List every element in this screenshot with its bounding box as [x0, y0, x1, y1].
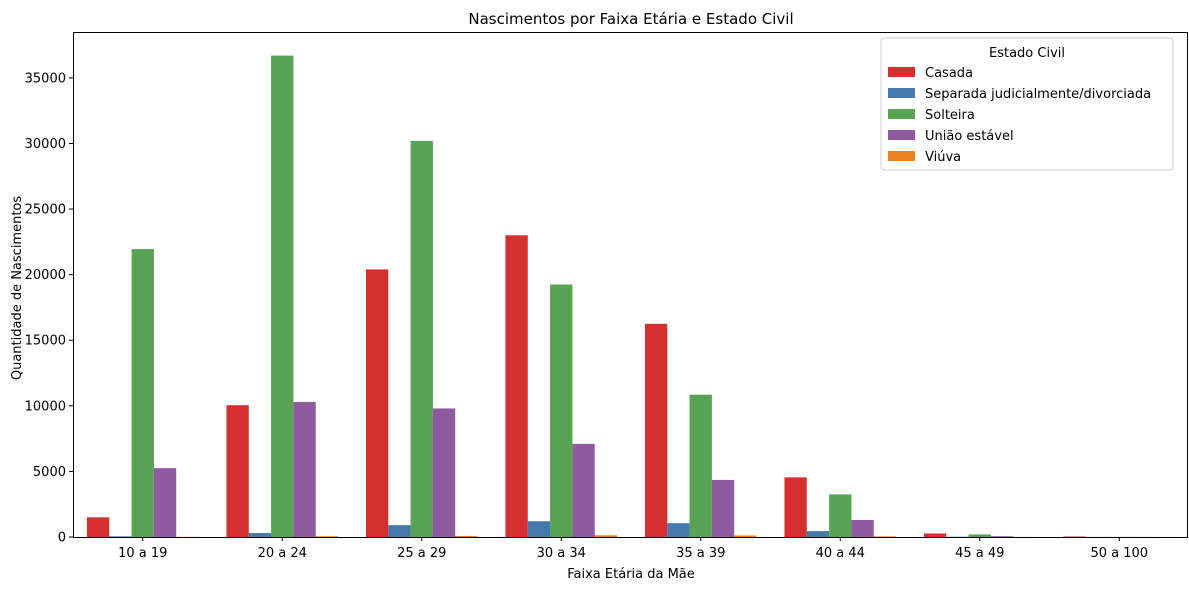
bar-4-3 — [433, 408, 455, 537]
legend-swatch-1 — [888, 67, 915, 77]
y-tick-label-2: 5000 — [33, 465, 66, 480]
x-tick-label-7: 45 a 49 — [955, 546, 1004, 561]
bar-5-6 — [874, 536, 896, 537]
bar-1-6 — [784, 477, 806, 537]
bar-3-4 — [550, 285, 572, 538]
y-tick-label-7: 30000 — [25, 137, 66, 152]
bar-1-1 — [87, 517, 109, 537]
bar-4-1 — [154, 468, 176, 537]
x-tick-label-3: 25 a 29 — [397, 546, 446, 561]
bar-4-2 — [293, 402, 315, 537]
legend-label-1: Casada — [925, 66, 973, 81]
x-tick-label-2: 20 a 24 — [258, 546, 307, 561]
bar-3-3 — [411, 141, 433, 537]
bar-1-5 — [645, 324, 667, 537]
bar-3-2 — [271, 56, 293, 537]
bar-3-5 — [690, 395, 712, 537]
bar-4-6 — [851, 520, 873, 537]
y-axis-label: Quantidade de Nascimentos — [10, 196, 25, 381]
x-tick-label-1: 10 a 19 — [118, 546, 167, 561]
bar-5-5 — [734, 535, 756, 537]
bar-1-8 — [1063, 536, 1085, 537]
legend-label-4: União estável — [925, 129, 1014, 144]
legend-swatch-5 — [888, 151, 915, 161]
bar-1-7 — [924, 533, 946, 537]
bar-3-6 — [829, 494, 851, 537]
x-tick-label-4: 30 a 34 — [537, 546, 586, 561]
bar-3-1 — [132, 249, 154, 537]
x-axis-label: Faixa Etária da Mãe — [567, 567, 695, 582]
bar-2-3 — [388, 525, 410, 537]
y-axis: 0 5000 10000 15000 20000 25000 30000 35000 — [25, 71, 73, 545]
y-tick-label-3: 10000 — [25, 399, 66, 414]
x-tick-label-8: 50 a 100 — [1090, 546, 1148, 561]
legend-swatch-2 — [888, 88, 915, 98]
bar-4-5 — [712, 480, 734, 537]
y-tick-label-8: 35000 — [25, 71, 66, 86]
bar-2-5 — [667, 523, 689, 537]
bar-5-2 — [316, 536, 338, 537]
bar-1-3 — [366, 269, 388, 537]
bar-2-6 — [807, 531, 829, 537]
legend-swatch-3 — [888, 109, 915, 119]
y-tick-label-6: 25000 — [25, 203, 66, 218]
legend-title: Estado Civil — [989, 46, 1065, 61]
x-axis: 10 a 19 20 a 24 25 a 29 30 a 34 35 a 39 40 a … — [118, 537, 1148, 561]
chart-title: Nascimentos por Faixa Etária e Estado Ci… — [468, 10, 793, 28]
bar-1-4 — [505, 235, 527, 537]
y-tick-label-4: 15000 — [25, 334, 66, 349]
bar-3-7 — [969, 534, 991, 537]
x-tick-label-6: 40 a 44 — [816, 546, 865, 561]
y-tick-label-1: 0 — [58, 531, 66, 546]
x-tick-label-5: 35 a 39 — [676, 546, 725, 561]
bar-5-3 — [455, 536, 477, 537]
legend: Estado Civil Casada Separada judicialment… — [881, 38, 1173, 170]
bar-1-2 — [226, 405, 248, 537]
bar-5-4 — [595, 535, 617, 537]
legend-label-2: Separada judicialmente/divorciada — [925, 87, 1151, 102]
legend-swatch-4 — [888, 130, 915, 140]
y-tick-label-5: 20000 — [25, 268, 66, 283]
bar-4-7 — [991, 536, 1013, 537]
bar-2-1 — [109, 536, 131, 537]
legend-label-5: Viúva — [925, 150, 961, 165]
bar-2-2 — [249, 533, 271, 537]
bar-2-4 — [528, 521, 550, 537]
bar-4-4 — [572, 444, 594, 537]
legend-label-3: Solteira — [925, 108, 975, 123]
